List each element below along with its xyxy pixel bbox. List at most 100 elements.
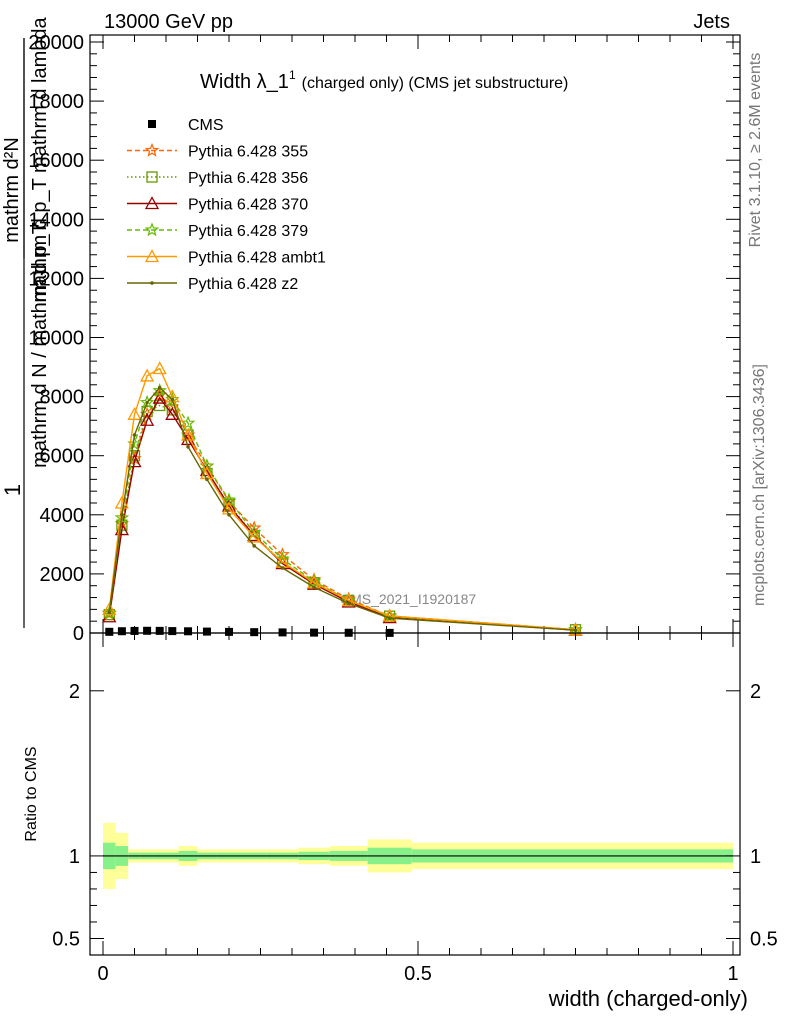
ratio-y-tick-label: 0.5 bbox=[52, 928, 80, 950]
ratio-frame bbox=[89, 632, 741, 956]
x-axis-label: width (charged-only) bbox=[548, 986, 748, 1011]
ratio-y-tick-label-right: 2 bbox=[750, 681, 761, 703]
ratio-y-ticks: 0.5 0.5 1 1 2 2 bbox=[52, 681, 778, 951]
data-point bbox=[146, 171, 158, 183]
data-point bbox=[346, 601, 351, 606]
data-point bbox=[144, 249, 160, 263]
data-point bbox=[180, 415, 196, 430]
data-point bbox=[130, 626, 139, 635]
legend-label: Pythia 6.428 ambt1 bbox=[188, 250, 326, 267]
y-tick-label: 18000 bbox=[28, 91, 84, 113]
data-point bbox=[144, 222, 160, 237]
data-point bbox=[250, 628, 259, 637]
data-point bbox=[205, 477, 209, 482]
series-line bbox=[108, 367, 576, 631]
data-point bbox=[143, 626, 152, 635]
series-cms bbox=[105, 626, 394, 637]
series-line bbox=[108, 396, 576, 631]
series-line bbox=[108, 404, 576, 631]
watermark: CMS_2021_I1920187 bbox=[340, 591, 476, 607]
plot-title: Width λ_11 (charged only) (CMS jet substr… bbox=[200, 68, 568, 93]
legend: CMS Pythia 6.428 355 Pythia 6.428 356 Pythi… bbox=[127, 117, 326, 293]
data-point bbox=[150, 281, 154, 285]
data-point bbox=[168, 627, 177, 636]
data-point bbox=[152, 361, 167, 375]
legend-label: Pythia 6.428 379 bbox=[188, 223, 308, 240]
data-point bbox=[145, 400, 149, 405]
x-tick-label: 1 bbox=[727, 963, 738, 985]
data-point bbox=[573, 628, 578, 632]
data-point bbox=[180, 427, 196, 441]
data-point bbox=[132, 433, 137, 437]
title-rest: (charged only) (CMS jet substructure) bbox=[302, 75, 569, 92]
legend-label: Pythia 6.428 z2 bbox=[188, 276, 298, 293]
main-y-ticks: 0 2000 4000 6000 8000 10000 12000 14000 16000 180… bbox=[28, 32, 740, 645]
header-left: 13000 GeV pp bbox=[104, 11, 233, 33]
data-point bbox=[382, 608, 397, 622]
ylabel-den: mathrm d p_T mathrm d lambda bbox=[29, 16, 51, 302]
ratio-y-tick-label-right: 0.5 bbox=[750, 928, 778, 950]
series-z2 bbox=[107, 385, 578, 632]
data-point bbox=[105, 627, 114, 636]
data-point bbox=[107, 610, 112, 615]
ylabel-frac-den: mathrm d N / mathrm d p_T bbox=[29, 222, 51, 468]
ratio-panel: 0.5 0.51 12 2 0 0.5 1 Ratio to CMS width (cha… bbox=[23, 632, 778, 1011]
x-tick-label: 0 bbox=[97, 963, 108, 985]
data-point bbox=[114, 495, 129, 509]
y-tick-label: 20000 bbox=[28, 32, 84, 54]
data-point bbox=[152, 390, 167, 404]
y-tick-label: 0 bbox=[73, 623, 84, 645]
data-point bbox=[102, 602, 117, 616]
data-point bbox=[227, 513, 231, 517]
legend-label: CMS bbox=[188, 117, 224, 134]
data-point bbox=[144, 196, 160, 210]
main-panel: 0 2000 4000 6000 8000 10000 12000 14000 16000 180… bbox=[28, 32, 741, 645]
data-point bbox=[140, 412, 155, 426]
y-tick-label: 6000 bbox=[40, 446, 85, 468]
y-tick-label: 12000 bbox=[28, 268, 84, 290]
series-layer bbox=[102, 361, 583, 637]
data-point bbox=[140, 368, 155, 382]
mcplots-label: mcplots.cern.ch [arXiv:1306.3436] bbox=[751, 364, 768, 606]
y-tick-label: 14000 bbox=[28, 209, 84, 231]
data-point bbox=[152, 383, 167, 397]
data-point bbox=[387, 616, 392, 621]
ylabel-frac-num: 1 bbox=[0, 484, 25, 496]
data-point bbox=[184, 627, 193, 636]
x-tick-label: 0.5 bbox=[404, 963, 432, 985]
data-point bbox=[120, 513, 124, 517]
data-point bbox=[139, 394, 155, 409]
data-point bbox=[252, 544, 256, 548]
data-point bbox=[117, 627, 126, 636]
data-point bbox=[155, 626, 164, 635]
data-point bbox=[165, 406, 180, 420]
rivet-label: Rivet 3.1.10, ≥ 2.6M events bbox=[747, 53, 764, 248]
data-point bbox=[280, 566, 285, 570]
y-tick-label: 2000 bbox=[40, 564, 85, 586]
data-point bbox=[114, 510, 130, 524]
ratio-y-tick-label: 2 bbox=[69, 681, 80, 703]
data-point bbox=[170, 397, 175, 402]
data-point bbox=[202, 627, 211, 636]
y-tick-label: 10000 bbox=[28, 328, 84, 350]
data-point bbox=[186, 445, 190, 449]
data-point bbox=[144, 142, 160, 157]
legend-label: Pythia 6.428 355 bbox=[188, 144, 308, 161]
y-tick-label: 4000 bbox=[40, 505, 85, 527]
ylabel-num: mathrm d²N bbox=[1, 137, 23, 243]
main-y-label: 1 mathrm d N / mathrm d p_T mathrm d²N m… bbox=[0, 16, 51, 628]
ratio-x-ticks: 0 0.5 1 bbox=[97, 633, 739, 985]
title-sup: 1 bbox=[289, 68, 296, 82]
data-point bbox=[225, 627, 233, 636]
ratio-y-tick-label-right: 1 bbox=[750, 846, 761, 868]
data-point bbox=[312, 585, 316, 589]
data-point bbox=[247, 529, 262, 543]
legend-label: Pythia 6.428 356 bbox=[188, 170, 308, 187]
ratio-y-tick-label: 1 bbox=[69, 846, 80, 868]
data-point bbox=[246, 524, 262, 539]
data-point bbox=[127, 406, 142, 420]
y-tick-label: 8000 bbox=[40, 387, 85, 409]
y-tick-label: 16000 bbox=[28, 150, 84, 172]
data-point bbox=[157, 385, 162, 390]
